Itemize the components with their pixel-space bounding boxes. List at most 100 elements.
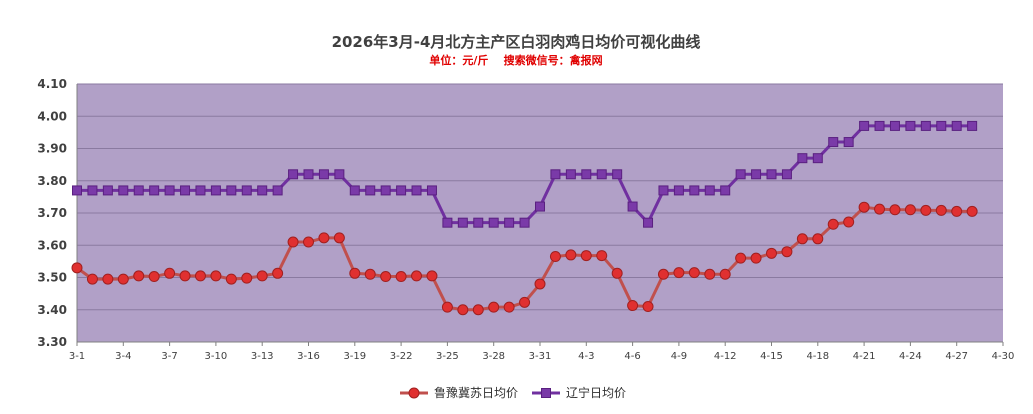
data-point xyxy=(781,246,793,258)
data-point xyxy=(596,169,607,180)
data-point xyxy=(148,271,160,283)
data-point xyxy=(488,217,499,228)
data-point xyxy=(303,169,314,180)
data-point xyxy=(303,236,314,248)
data-point xyxy=(164,267,176,279)
legend-label: 辽宁日均价 xyxy=(566,385,626,400)
data-point xyxy=(565,249,577,261)
data-point xyxy=(967,120,978,131)
data-point xyxy=(472,304,484,316)
data-point xyxy=(272,185,283,196)
data-point xyxy=(796,233,808,245)
x-tick-label: 3-7 xyxy=(161,351,177,362)
data-point xyxy=(859,120,870,131)
data-point xyxy=(843,137,854,148)
data-point xyxy=(195,185,206,196)
data-point xyxy=(580,250,592,262)
data-point xyxy=(504,217,515,228)
x-tick-label: 3-22 xyxy=(390,351,413,362)
y-tick-label: 3.60 xyxy=(37,238,67,252)
data-point xyxy=(874,203,886,215)
data-point xyxy=(565,169,576,180)
data-point xyxy=(488,301,500,313)
x-tick-label: 3-13 xyxy=(251,351,274,362)
data-point xyxy=(720,185,731,196)
x-tick-label: 4-12 xyxy=(714,351,737,362)
data-point xyxy=(133,270,145,282)
data-point xyxy=(241,185,252,196)
x-tick-label: 3-1 xyxy=(69,351,85,362)
data-point xyxy=(287,236,299,248)
data-point xyxy=(133,185,144,196)
y-tick-label: 3.40 xyxy=(37,303,67,317)
data-point xyxy=(226,185,237,196)
data-point xyxy=(704,185,715,196)
data-point xyxy=(643,217,654,228)
legend-item: 鲁豫冀苏日均价 xyxy=(400,386,518,400)
legend: 鲁豫冀苏日均价 辽宁日均价 xyxy=(400,385,626,400)
x-tick-label: 4-21 xyxy=(853,351,876,362)
data-point xyxy=(318,232,330,244)
data-point xyxy=(365,185,376,196)
data-point xyxy=(581,169,592,180)
data-point xyxy=(411,270,423,282)
data-point xyxy=(180,185,191,196)
x-tick-label: 3-19 xyxy=(343,351,366,362)
data-point xyxy=(349,267,361,279)
x-tick-label: 3-31 xyxy=(529,351,552,362)
data-point xyxy=(149,185,160,196)
data-point xyxy=(87,185,98,196)
data-point xyxy=(426,185,437,196)
data-point xyxy=(288,169,299,180)
data-point xyxy=(611,267,623,279)
data-point xyxy=(751,169,762,180)
data-point xyxy=(395,271,407,283)
data-point xyxy=(735,252,747,264)
data-point xyxy=(441,301,453,313)
data-point xyxy=(719,268,731,280)
data-point xyxy=(612,169,623,180)
x-tick-label: 4-6 xyxy=(624,351,640,362)
data-point xyxy=(241,272,253,284)
data-point xyxy=(905,120,916,131)
data-point xyxy=(858,201,870,213)
data-point xyxy=(688,267,700,279)
data-point xyxy=(627,300,639,312)
data-point xyxy=(535,201,545,212)
axes: 3.303.403.503.603.703.803.904.004.103-1 3… xyxy=(37,77,1014,362)
x-tick-label: 4-30 xyxy=(992,351,1015,362)
data-point xyxy=(72,185,82,196)
data-point xyxy=(411,185,422,196)
data-point xyxy=(318,169,329,180)
series-layer xyxy=(71,120,978,316)
data-point xyxy=(951,120,962,131)
x-tick-label: 3-10 xyxy=(205,351,228,362)
y-tick-label: 3.90 xyxy=(37,142,67,156)
data-point xyxy=(828,137,839,148)
series-luyujisu xyxy=(71,201,978,316)
data-point xyxy=(442,217,453,228)
data-point xyxy=(272,267,284,279)
data-point xyxy=(673,185,684,196)
data-point xyxy=(519,217,530,228)
data-point xyxy=(71,262,83,274)
data-point xyxy=(673,267,685,279)
x-tick-label: 3-28 xyxy=(482,351,505,362)
y-tick-label: 4.00 xyxy=(37,109,67,123)
data-point xyxy=(102,185,113,196)
chart-title: 2026年3月-4月北方主产区白羽肉鸡日均价可视化曲线 xyxy=(332,33,701,51)
data-point xyxy=(766,169,777,180)
legend-item: 辽宁日均价 xyxy=(532,385,626,400)
x-tick-label: 4-24 xyxy=(899,351,922,362)
data-point xyxy=(519,296,531,308)
data-point xyxy=(210,185,221,196)
data-point xyxy=(364,268,376,280)
data-point xyxy=(797,153,808,164)
y-tick-label: 3.70 xyxy=(37,206,67,220)
x-tick-label: 3-25 xyxy=(436,351,459,362)
legend-marker xyxy=(541,388,551,398)
data-point xyxy=(333,232,345,244)
data-point xyxy=(257,185,268,196)
